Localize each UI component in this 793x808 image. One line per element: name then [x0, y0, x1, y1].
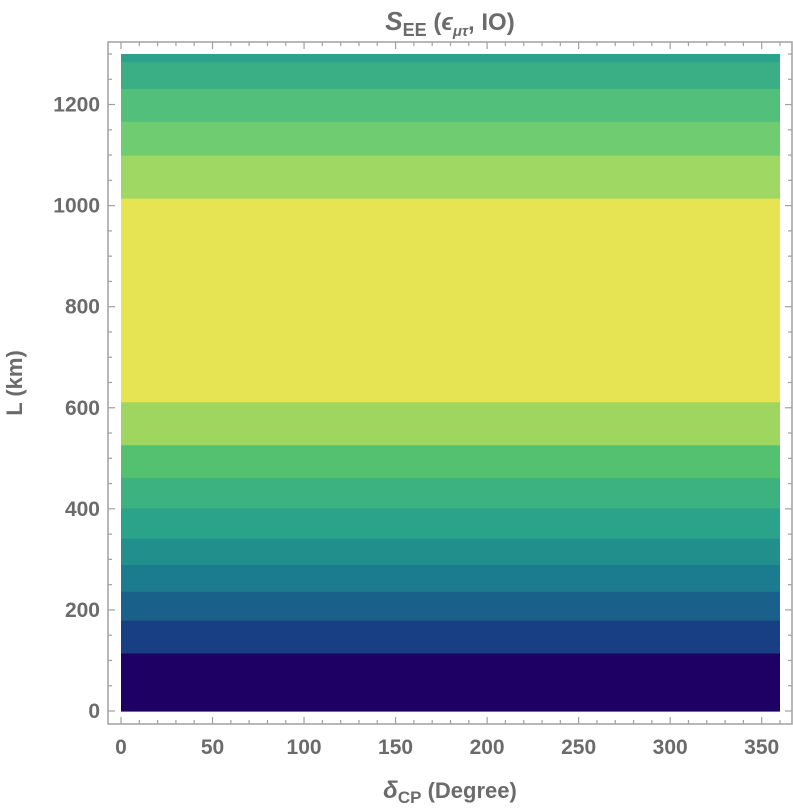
contour-band: [121, 155, 780, 199]
x-tick-label: 100: [287, 736, 322, 759]
x-axis-label: δCP (Degree): [383, 777, 517, 807]
contour-band: [121, 620, 780, 654]
contour-band: [121, 54, 780, 63]
contour-band: [121, 538, 780, 566]
x-tick-label: 250: [561, 736, 596, 759]
contour-band: [121, 564, 780, 592]
contour-band: [121, 121, 780, 156]
contour-band: [121, 652, 780, 712]
contour-band: [121, 507, 780, 539]
contour-band: [121, 591, 780, 621]
contour-band: [121, 88, 780, 122]
contour-band: [121, 198, 780, 403]
x-tick-label: 350: [744, 736, 779, 759]
y-tick-label: 200: [65, 599, 100, 622]
contour-band: [121, 444, 780, 479]
y-tick-label: 1000: [53, 195, 100, 218]
contour-band: [121, 401, 780, 446]
x-tick-label: 150: [378, 736, 413, 759]
y-tick-label: 1200: [53, 94, 100, 117]
y-axis-ticks: 0 200 400 600 800 1000 1200: [53, 53, 792, 723]
chart-title: SEE (ϵμτ, IO): [385, 6, 514, 40]
y-tick-label: 600: [65, 397, 100, 420]
y-tick-label: 400: [65, 498, 100, 521]
y-axis-label: L (km): [2, 350, 27, 416]
contour-bands: [121, 54, 780, 712]
contour-band: [121, 477, 780, 509]
y-tick-label: 800: [65, 296, 100, 319]
x-tick-label: 0: [115, 736, 127, 759]
contour-band: [121, 61, 780, 89]
y-tick-label: 0: [88, 700, 100, 723]
x-tick-label: 200: [470, 736, 505, 759]
x-tick-label: 300: [653, 736, 688, 759]
x-tick-label: 50: [201, 736, 224, 759]
x-axis-ticks: 0 50 100 150 200 250 300 350: [115, 42, 781, 759]
